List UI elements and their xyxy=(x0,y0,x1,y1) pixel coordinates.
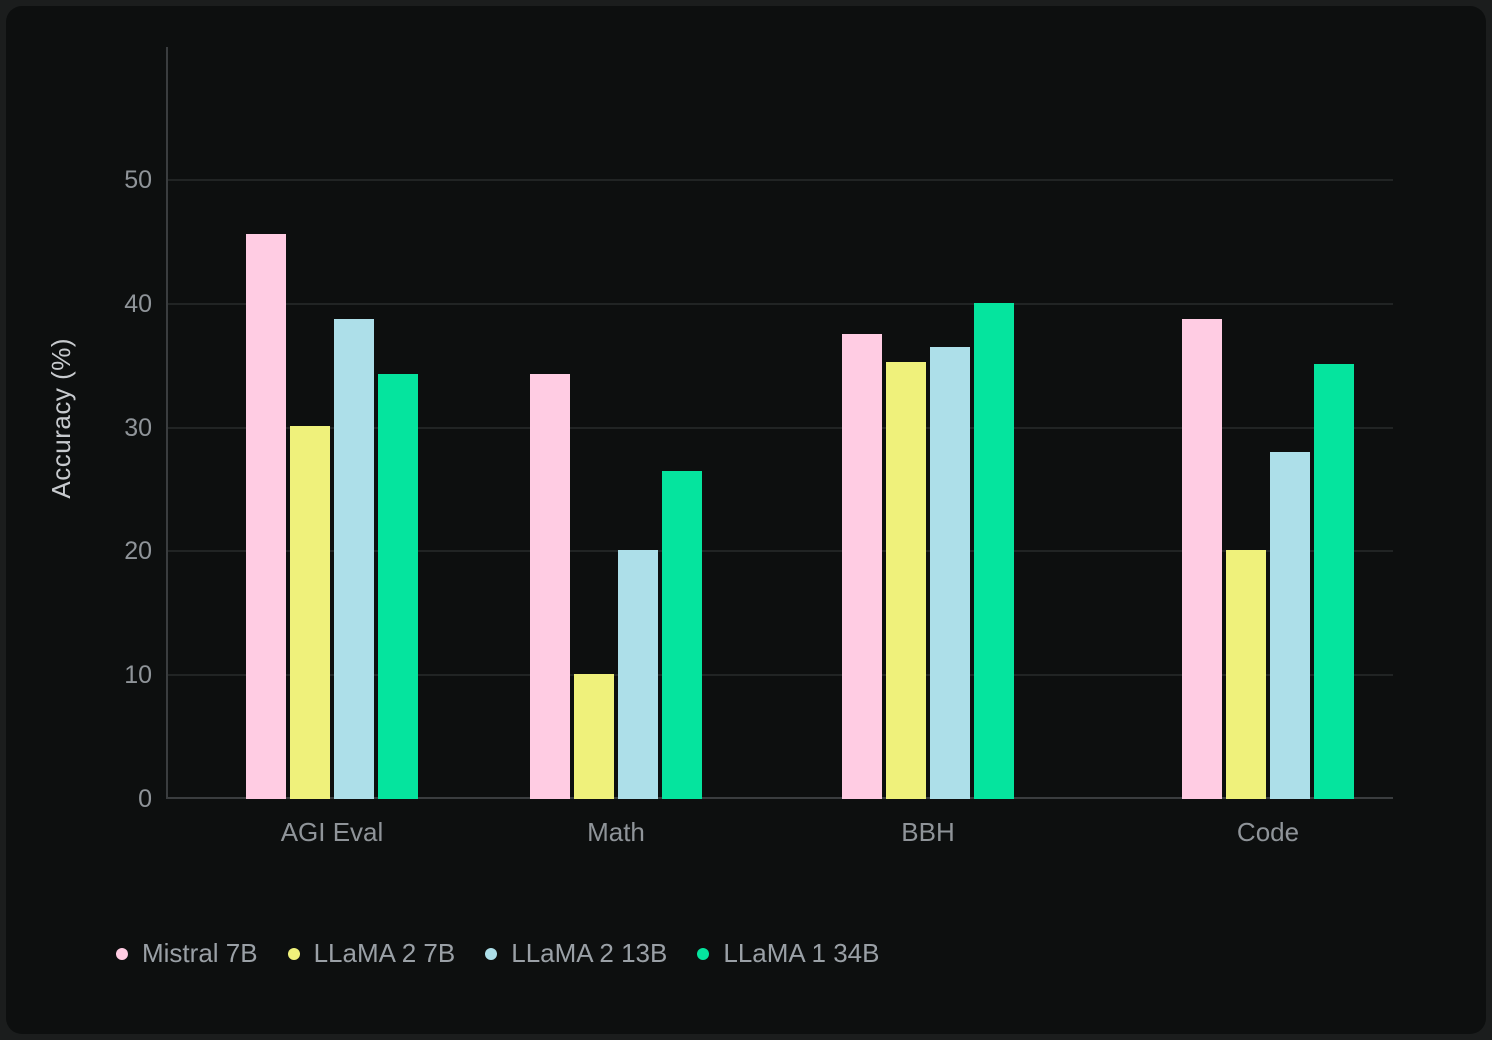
bar-llama-1-34b-agi-eval[interactable] xyxy=(378,374,418,799)
bar-llama-2-7b-code[interactable] xyxy=(1226,550,1266,799)
legend-item-llama-2-13b[interactable]: LLaMA 2 13B xyxy=(485,938,667,969)
legend-label-mistral-7b: Mistral 7B xyxy=(142,938,258,968)
bar-llama-2-7b-math[interactable] xyxy=(574,674,614,799)
y-tick-label-30: 30 xyxy=(124,413,152,442)
x-axis-label-bbh: BBH xyxy=(901,817,955,847)
y-tick-label-20: 20 xyxy=(124,537,152,566)
legend-dot-icon-llama-2-13b xyxy=(485,947,498,960)
bar-llama-2-7b-agi-eval[interactable] xyxy=(290,426,330,799)
bar-mistral-7b-math[interactable] xyxy=(530,374,570,799)
bar-mistral-7b-agi-eval[interactable] xyxy=(246,234,286,799)
bar-mistral-7b-bbh[interactable] xyxy=(842,334,882,799)
bar-llama-2-13b-code[interactable] xyxy=(1270,452,1310,799)
y-tick-label-0: 0 xyxy=(138,785,152,813)
bar-llama-2-13b-agi-eval[interactable] xyxy=(334,319,374,799)
gridline-30 xyxy=(166,426,1393,429)
x-axis-label-agi-eval: AGI Eval xyxy=(280,817,384,847)
x-axis-line xyxy=(166,797,1393,799)
legend-label-llama-1-34b: LLaMA 1 34B xyxy=(723,938,880,968)
bar-llama-2-7b-bbh[interactable] xyxy=(886,362,926,799)
legend: Mistral 7B LLaMA 2 7B LLaMA 2 13B LLaMA 1 3… xyxy=(116,938,879,969)
bar-llama-1-34b-bbh[interactable] xyxy=(974,303,1014,799)
bar-group-code xyxy=(1182,319,1354,799)
bar-llama-1-34b-math[interactable] xyxy=(662,471,702,799)
y-tick-label-10: 10 xyxy=(124,661,152,690)
legend-label-llama-2-13b: LLaMA 2 13B xyxy=(511,938,668,968)
y-tick-label-50: 50 xyxy=(124,166,152,194)
legend-dot-icon-mistral-7b xyxy=(116,947,128,960)
bar-llama-1-34b-code[interactable] xyxy=(1314,364,1354,799)
bar-mistral-7b-code[interactable] xyxy=(1182,319,1222,799)
gridline-40 xyxy=(166,302,1393,305)
gridline-10 xyxy=(166,674,1393,677)
x-axis-label-math: Math xyxy=(587,817,645,847)
legend-dot-icon-llama-2-7b xyxy=(287,947,300,960)
legend-dot-icon-llama-1-34b xyxy=(697,947,710,960)
gridline-20 xyxy=(166,550,1393,553)
plot-area: 0 10 20 30 40 50 AGI Eval Math BBH Code xyxy=(124,47,1393,847)
legend-item-llama-2-7b[interactable]: LLaMA 2 7B xyxy=(287,938,456,969)
y-axis-line xyxy=(166,47,168,799)
x-axis-label-code: Code xyxy=(1236,817,1300,847)
bar-llama-2-13b-bbh[interactable] xyxy=(930,347,970,799)
bar-group-math xyxy=(530,374,702,799)
legend-item-mistral-7b[interactable]: Mistral 7B xyxy=(116,938,258,969)
bar-group-agi-eval xyxy=(246,234,418,799)
bar-llama-2-13b-math[interactable] xyxy=(618,550,658,799)
gridline-50 xyxy=(166,179,1393,181)
bar-group-bbh xyxy=(842,303,1014,799)
y-tick-label-40: 40 xyxy=(124,289,152,318)
chart-card: Accuracy (%) 0 10 20 30 40 50 AGI Eval Math BBH C… xyxy=(6,6,1486,1034)
legend-label-llama-2-7b: LLaMA 2 7B xyxy=(313,938,456,968)
legend-item-llama-1-34b[interactable]: LLaMA 1 34B xyxy=(697,938,879,969)
